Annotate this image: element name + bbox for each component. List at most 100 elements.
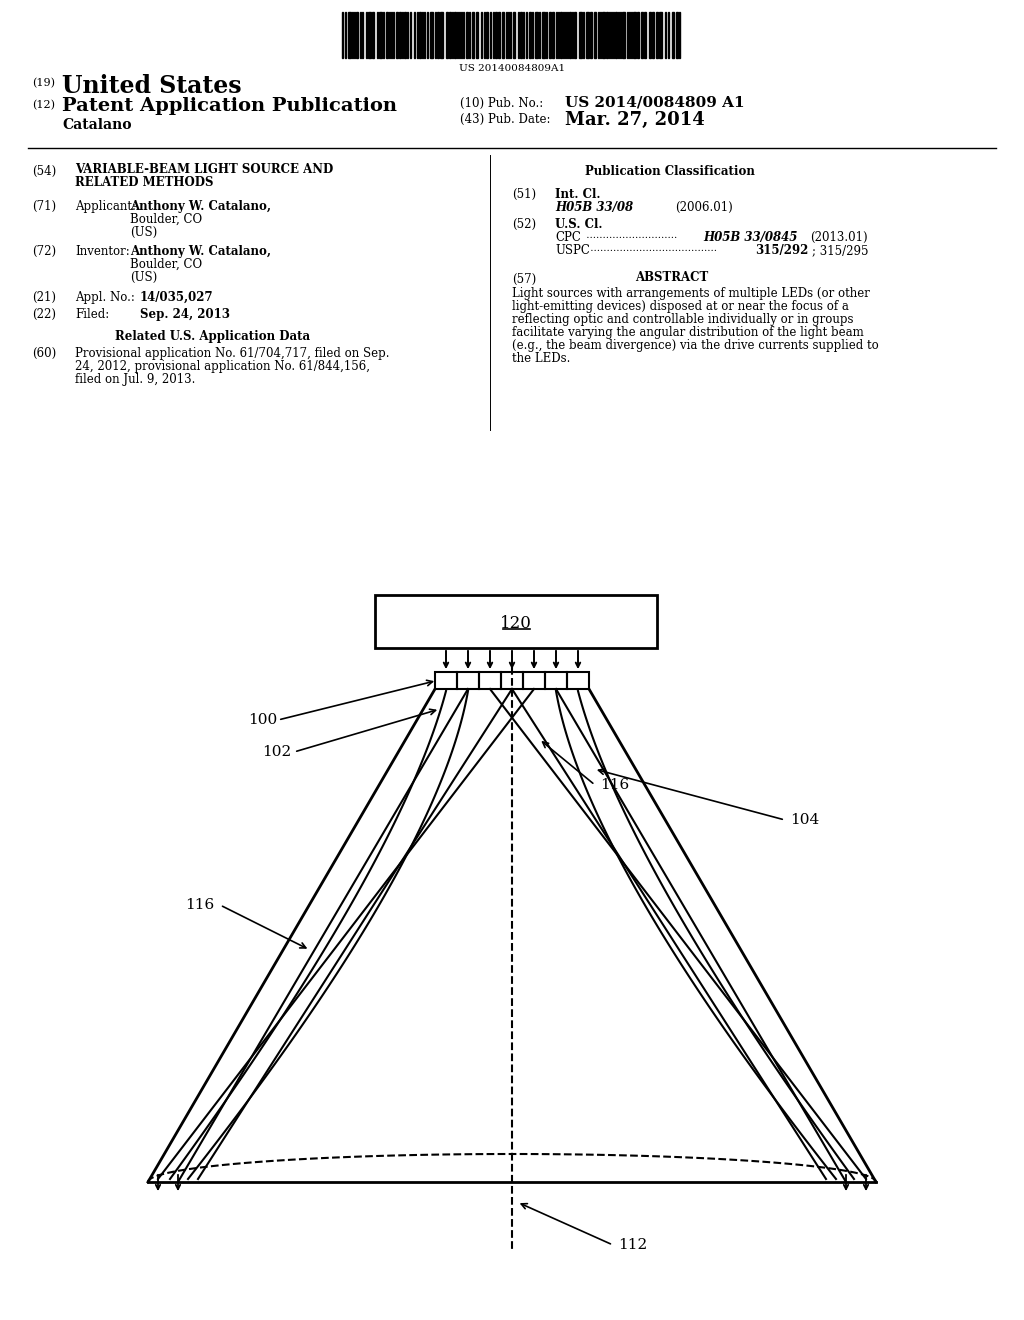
Bar xyxy=(529,12,531,58)
Text: ............................: ............................ xyxy=(583,231,677,240)
Text: CPC: CPC xyxy=(555,231,581,244)
Bar xyxy=(676,12,678,58)
Text: (52): (52) xyxy=(512,218,537,231)
Bar xyxy=(386,12,388,58)
Bar xyxy=(567,672,589,689)
Text: (60): (60) xyxy=(32,347,56,360)
Bar xyxy=(379,12,382,58)
Text: facilitate varying the angular distribution of the light beam: facilitate varying the angular distribut… xyxy=(512,326,864,339)
Bar xyxy=(348,12,351,58)
Bar xyxy=(437,12,439,58)
Text: (71): (71) xyxy=(32,201,56,213)
Text: Anthony W. Catalano,: Anthony W. Catalano, xyxy=(130,201,271,213)
Text: Mar. 27, 2014: Mar. 27, 2014 xyxy=(565,111,705,129)
Text: 24, 2012, provisional application No. 61/844,156,: 24, 2012, provisional application No. 61… xyxy=(75,360,370,374)
Text: Light sources with arrangements of multiple LEDs (or other: Light sources with arrangements of multi… xyxy=(512,286,869,300)
Text: the LEDs.: the LEDs. xyxy=(512,352,570,366)
Bar xyxy=(513,12,515,58)
Text: (51): (51) xyxy=(512,187,537,201)
Bar xyxy=(495,12,497,58)
Text: Inventor:: Inventor: xyxy=(75,246,130,257)
Bar xyxy=(569,12,571,58)
Text: (2006.01): (2006.01) xyxy=(675,201,733,214)
Bar xyxy=(498,12,500,58)
Text: ABSTRACT: ABSTRACT xyxy=(635,271,709,284)
Bar xyxy=(545,672,567,689)
Bar xyxy=(435,672,457,689)
Bar xyxy=(372,12,374,58)
Text: (22): (22) xyxy=(32,308,56,321)
Bar xyxy=(602,12,605,58)
Bar xyxy=(542,12,545,58)
Text: 116: 116 xyxy=(600,777,630,792)
Bar xyxy=(672,12,674,58)
Bar xyxy=(440,12,443,58)
Bar xyxy=(649,12,651,58)
Text: (e.g., the beam divergence) via the drive currents supplied to: (e.g., the beam divergence) via the driv… xyxy=(512,339,879,352)
Text: Catalano: Catalano xyxy=(62,117,131,132)
Bar xyxy=(396,12,398,58)
Bar xyxy=(574,12,575,58)
Bar xyxy=(375,595,657,648)
Text: Sep. 24, 2013: Sep. 24, 2013 xyxy=(140,308,230,321)
Text: Anthony W. Catalano,: Anthony W. Catalano, xyxy=(130,246,271,257)
Bar xyxy=(356,12,358,58)
Text: (19): (19) xyxy=(32,78,55,88)
Text: (12): (12) xyxy=(32,100,55,111)
Bar xyxy=(590,12,592,58)
Text: filed on Jul. 9, 2013.: filed on Jul. 9, 2013. xyxy=(75,374,196,385)
Text: Int. Cl.: Int. Cl. xyxy=(555,187,600,201)
Text: (US): (US) xyxy=(130,226,158,239)
Bar xyxy=(586,12,589,58)
Bar xyxy=(615,12,617,58)
Bar xyxy=(656,12,658,58)
Bar xyxy=(633,12,636,58)
Text: Publication Classification: Publication Classification xyxy=(585,165,755,178)
Bar xyxy=(579,12,582,58)
Text: (21): (21) xyxy=(32,290,56,304)
Bar xyxy=(446,12,449,58)
Text: Patent Application Publication: Patent Application Publication xyxy=(62,96,397,115)
Bar xyxy=(659,12,662,58)
Text: (57): (57) xyxy=(512,273,537,286)
Text: light-emitting devices) disposed at or near the focus of a: light-emitting devices) disposed at or n… xyxy=(512,300,849,313)
Text: Applicant:: Applicant: xyxy=(75,201,136,213)
Text: Filed:: Filed: xyxy=(75,308,110,321)
Text: U.S. Cl.: U.S. Cl. xyxy=(555,218,602,231)
Text: Related U.S. Application Data: Related U.S. Application Data xyxy=(115,330,310,343)
Bar xyxy=(606,12,608,58)
Text: Boulder, CO: Boulder, CO xyxy=(130,213,202,226)
Bar xyxy=(368,12,371,58)
Text: H05B 33/0845: H05B 33/0845 xyxy=(703,231,798,244)
Bar xyxy=(549,12,551,58)
Text: US 20140084809A1: US 20140084809A1 xyxy=(459,63,565,73)
Text: Appl. No.:: Appl. No.: xyxy=(75,290,135,304)
Text: 100: 100 xyxy=(248,713,278,727)
Bar xyxy=(622,12,625,58)
Text: VARIABLE-BEAM LIGHT SOURCE AND: VARIABLE-BEAM LIGHT SOURCE AND xyxy=(75,162,333,176)
Bar xyxy=(501,672,523,689)
Text: 14/035,027: 14/035,027 xyxy=(140,290,214,304)
Bar xyxy=(457,672,479,689)
Bar xyxy=(637,12,639,58)
Text: 102: 102 xyxy=(262,744,291,759)
Text: United States: United States xyxy=(62,74,242,98)
Text: (US): (US) xyxy=(130,271,158,284)
Text: reflecting optic and controllable individually or in groups: reflecting optic and controllable indivi… xyxy=(512,313,853,326)
Bar xyxy=(523,672,545,689)
Bar xyxy=(502,12,504,58)
Text: 120: 120 xyxy=(500,615,531,632)
Bar xyxy=(399,12,401,58)
Text: .......................................: ....................................... xyxy=(587,244,717,253)
Text: (72): (72) xyxy=(32,246,56,257)
Text: ; 315/295: ; 315/295 xyxy=(812,244,868,257)
Text: Provisional application No. 61/704,717, filed on Sep.: Provisional application No. 61/704,717, … xyxy=(75,347,389,360)
Bar xyxy=(466,12,468,58)
Bar xyxy=(430,12,433,58)
Text: RELATED METHODS: RELATED METHODS xyxy=(75,176,213,189)
Text: 112: 112 xyxy=(618,1238,647,1251)
Bar xyxy=(535,12,538,58)
Bar xyxy=(644,12,646,58)
Bar xyxy=(652,12,654,58)
Text: Boulder, CO: Boulder, CO xyxy=(130,257,202,271)
